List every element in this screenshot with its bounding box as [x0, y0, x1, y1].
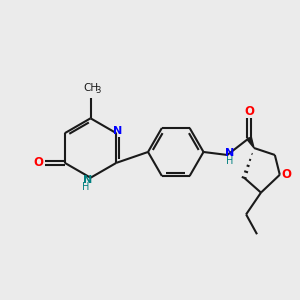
Text: O: O — [33, 156, 43, 170]
Text: 3: 3 — [96, 85, 101, 94]
Text: N: N — [113, 126, 122, 136]
Text: H: H — [82, 182, 89, 192]
Text: CH: CH — [83, 82, 98, 92]
Text: O: O — [244, 105, 254, 118]
Text: H: H — [226, 156, 233, 166]
Polygon shape — [247, 137, 254, 148]
Text: N: N — [225, 148, 234, 158]
Text: N: N — [83, 175, 92, 185]
Text: O: O — [282, 168, 292, 181]
